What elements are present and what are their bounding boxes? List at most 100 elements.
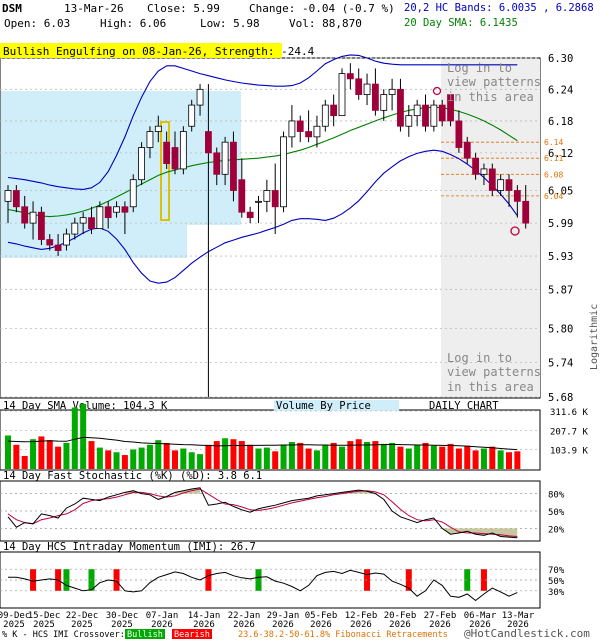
volume-bar (88, 441, 95, 469)
volume-tick-label: 311.6 K (550, 408, 589, 418)
copyright[interactable]: @HotCandlestick.com (464, 627, 590, 640)
imi-title: 14 Day HCS Intraday Momentum (IMI): 26.7 (3, 541, 256, 553)
sma-label: 20 Day SMA: 6.1435 (404, 17, 518, 29)
bearish-legend: Bearish (174, 630, 210, 640)
volume-bar (63, 442, 70, 469)
date-tick-year: 2025 (71, 620, 93, 630)
bearish-candle (397, 88, 404, 127)
volume-bar (480, 448, 487, 469)
bullish-candle (29, 211, 37, 224)
stochastic-title: 14 Day Fast Stochastic (%K) (%D): 3.8 6.… (3, 470, 262, 482)
bearish-candle (296, 120, 304, 132)
price-tick-label: 6.12 (548, 148, 573, 160)
login-text-top-3[interactable]: in this area (447, 90, 534, 104)
stochastic-tick-label: 50% (548, 508, 565, 518)
stochastic-k-line (7, 487, 518, 539)
bearish-candle (238, 179, 246, 213)
imi-tick-label: 50% (548, 577, 565, 587)
volume-bars: 311.6 K 207.7 K 103.9 K (0, 403, 589, 469)
bullish-legend: Bullish (127, 630, 163, 640)
volume-by-price-tab[interactable] (274, 400, 399, 411)
imi-line (8, 569, 518, 602)
bearish-candle (305, 131, 313, 138)
bearish-candle (54, 244, 62, 251)
volume-bar (414, 444, 421, 469)
date-tick-year: 2026 (469, 620, 491, 630)
bearish-candle (104, 206, 112, 219)
volume-tick-label: 103.9 K (550, 447, 589, 457)
date-tick-year: 2025 (33, 620, 55, 630)
date-tick-year: 2026 (389, 620, 411, 630)
volume-bar (21, 455, 28, 469)
volume-bar (80, 403, 87, 469)
volume-bar (238, 441, 245, 469)
volume-bar (347, 441, 354, 469)
bullish-candle (71, 222, 79, 235)
bullish-candle (497, 179, 505, 191)
bearish-candle (355, 78, 363, 95)
volume-bar (163, 442, 170, 469)
imi-lines: 70%50%30% (0, 566, 565, 602)
volume-bar (472, 450, 479, 469)
date-tick-year: 2026 (429, 620, 451, 630)
volume-bar (71, 407, 78, 469)
bearish-crossover-marker (480, 569, 487, 591)
date-tick-year: 2025 (111, 620, 133, 630)
date-tick-year: 2026 (310, 620, 332, 630)
bearish-crossover-marker (364, 569, 371, 591)
login-text-bottom-2[interactable]: view patterns (447, 365, 541, 379)
login-text-top-1[interactable]: Log in to (447, 61, 512, 75)
bullish-candle (129, 179, 137, 208)
fib-level-label: 6.04 (544, 192, 563, 201)
bearish-candle (271, 190, 279, 208)
date-tick-label: 14-Jan (188, 611, 221, 621)
volume-bar (197, 454, 204, 469)
bullish-candle (413, 104, 421, 117)
price-tick-label: 5.87 (548, 284, 573, 296)
login-zone (441, 59, 540, 397)
date-tick-year: 2025 (3, 620, 25, 630)
price-axis: 6.30 6.24 6.18 6.12 6.05 5.99 5.93 5.87 5.80 5.74… (548, 53, 573, 404)
bearish-candle (488, 168, 496, 191)
volume-bar (405, 448, 412, 469)
bullish-candle (313, 125, 321, 138)
bearish-candle (330, 104, 338, 117)
volume-bar (30, 439, 37, 469)
bearish-candle (88, 217, 95, 229)
login-text-bottom-3[interactable]: in this area (447, 380, 534, 394)
volume-bar (205, 444, 212, 469)
bearish-candle (371, 83, 379, 111)
date-tick-label: 05-Feb (305, 611, 338, 621)
price-tick-label: 6.30 (548, 53, 573, 65)
bearish-crossover-marker (30, 569, 37, 591)
bearish-legend-box (172, 629, 212, 639)
date-tick-label: 07-Jan (146, 611, 179, 621)
stochastic-tick-label: 80% (548, 491, 565, 501)
volume-bar (313, 450, 320, 469)
stochastic-d-line (7, 488, 518, 537)
volume-bar (439, 446, 446, 469)
high-label: High: 6.06 (100, 17, 166, 30)
volume-bar (130, 449, 137, 469)
bullish-candle (263, 190, 271, 202)
volume-bar (430, 445, 437, 469)
bullish-candle (113, 206, 120, 213)
volume-bar (188, 452, 195, 469)
bearish-candle (163, 141, 171, 164)
volume-by-price-label[interactable]: Volume By Price (276, 400, 371, 412)
candles (4, 63, 530, 397)
bearish-candle (422, 104, 429, 127)
bearish-candle (472, 157, 480, 175)
volume-bar (330, 442, 337, 469)
fib-level-label: 6.14 (544, 138, 563, 147)
volume-bar (46, 440, 53, 469)
login-text-top-2[interactable]: view patterns (447, 75, 541, 89)
bullish-candle (221, 141, 229, 175)
bullish-candle (179, 131, 187, 170)
date-tick-year: 2026 (193, 620, 215, 630)
volume-bar (506, 452, 512, 469)
daily-chart-label: DAILY CHART (429, 400, 499, 412)
volume-bar (230, 439, 237, 469)
login-text-bottom-1[interactable]: Log in to (447, 351, 512, 365)
